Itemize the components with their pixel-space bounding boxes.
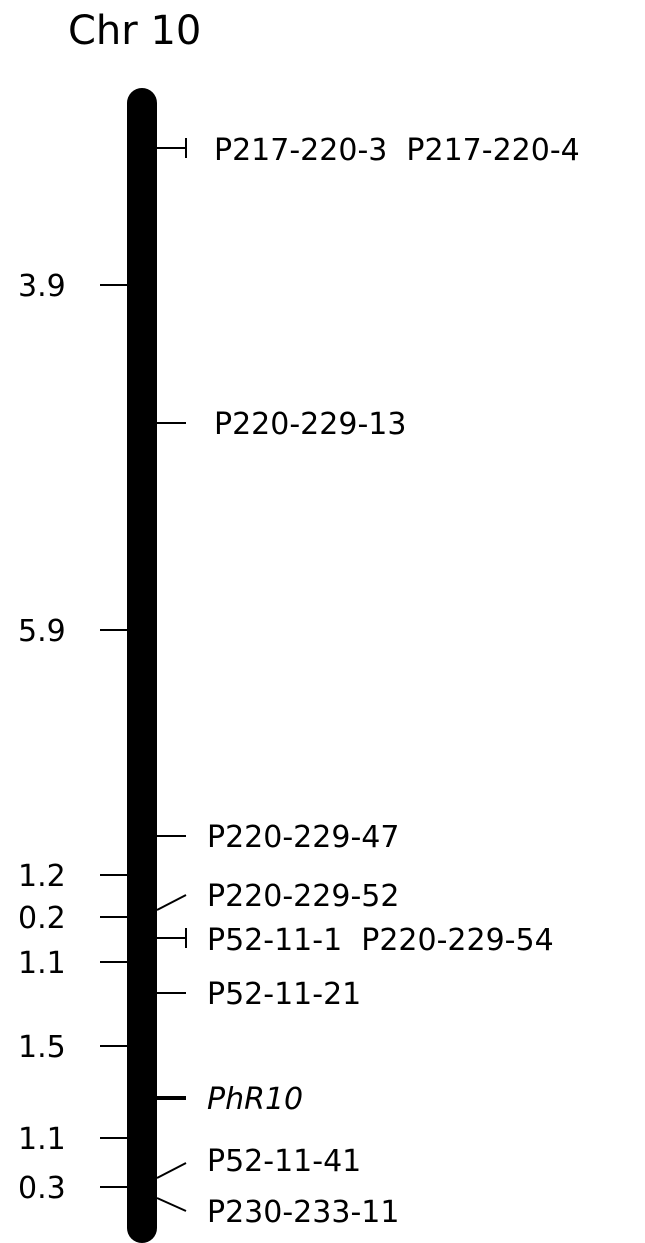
marker-label: P220-229-13 <box>214 407 406 442</box>
interval-label: 3.9 <box>18 269 66 304</box>
interval-label: 1.2 <box>18 859 66 894</box>
marker-connectors <box>156 138 187 1212</box>
marker-label: P220-229-52 <box>207 879 399 914</box>
marker-label: P217-220-3 P217-220-4 <box>214 133 580 168</box>
gene-label: PhR10 <box>207 1082 303 1117</box>
marker-connector <box>156 1162 187 1179</box>
marker-label: P52-11-21 <box>207 977 361 1012</box>
marker-label: P220-229-47 <box>207 820 399 855</box>
chromosome-title: Chr 10 <box>68 8 201 54</box>
marker-label: P230-233-11 <box>207 1195 399 1230</box>
interval-label: 5.9 <box>18 614 66 649</box>
marker-connector <box>156 1197 187 1212</box>
chromosome-bar <box>127 88 157 1243</box>
interval-labels: 3.9 5.9 1.2 0.2 1.1 1.5 1.1 0.3 <box>18 269 66 1206</box>
marker-connector <box>156 894 187 911</box>
marker-labels: P217-220-3 P217-220-4 P220-229-13 P220-2… <box>207 133 580 1230</box>
interval-label: 1.1 <box>18 1122 66 1157</box>
marker-label: P52-11-1 P220-229-54 <box>207 923 554 958</box>
interval-ticks <box>100 284 127 1188</box>
interval-label: 1.1 <box>18 946 66 981</box>
interval-label: 0.3 <box>18 1171 66 1206</box>
interval-label: 0.2 <box>18 901 66 936</box>
interval-label: 1.5 <box>18 1030 66 1065</box>
marker-label: P52-11-41 <box>207 1144 361 1179</box>
